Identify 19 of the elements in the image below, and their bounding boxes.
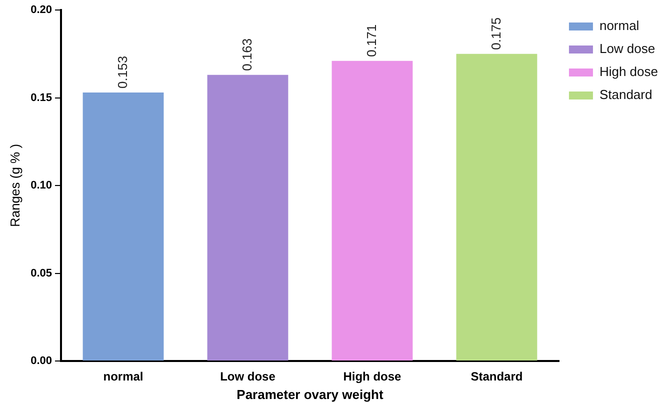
data-label: 0.163 bbox=[239, 38, 254, 71]
x-tick-label: Standard bbox=[470, 370, 523, 384]
x-tick-label: Low dose bbox=[220, 370, 276, 384]
y-tick-label: 0.15 bbox=[30, 92, 52, 104]
data-label: 0.153 bbox=[114, 56, 130, 88]
x-tick-label: High dose bbox=[343, 370, 402, 384]
x-tick-label: normal bbox=[103, 370, 144, 384]
data-label: 0.175 bbox=[488, 17, 504, 50]
y-axis-title: Ranges (g % ) bbox=[7, 144, 22, 228]
y-tick-label: 0.00 bbox=[30, 355, 52, 368]
y-tick-label: 0.20 bbox=[30, 4, 52, 16]
legend-label: Standard bbox=[599, 87, 652, 102]
legend-label: High dose bbox=[599, 64, 658, 80]
y-tick-label: 0.05 bbox=[30, 267, 52, 280]
legend-label: normal bbox=[599, 18, 640, 34]
data-label: 0.171 bbox=[364, 24, 379, 57]
y-tick-label: 0.10 bbox=[30, 180, 52, 192]
legend-label: Low dose bbox=[599, 41, 656, 56]
x-axis-title: Parameter ovary weight bbox=[236, 386, 384, 402]
